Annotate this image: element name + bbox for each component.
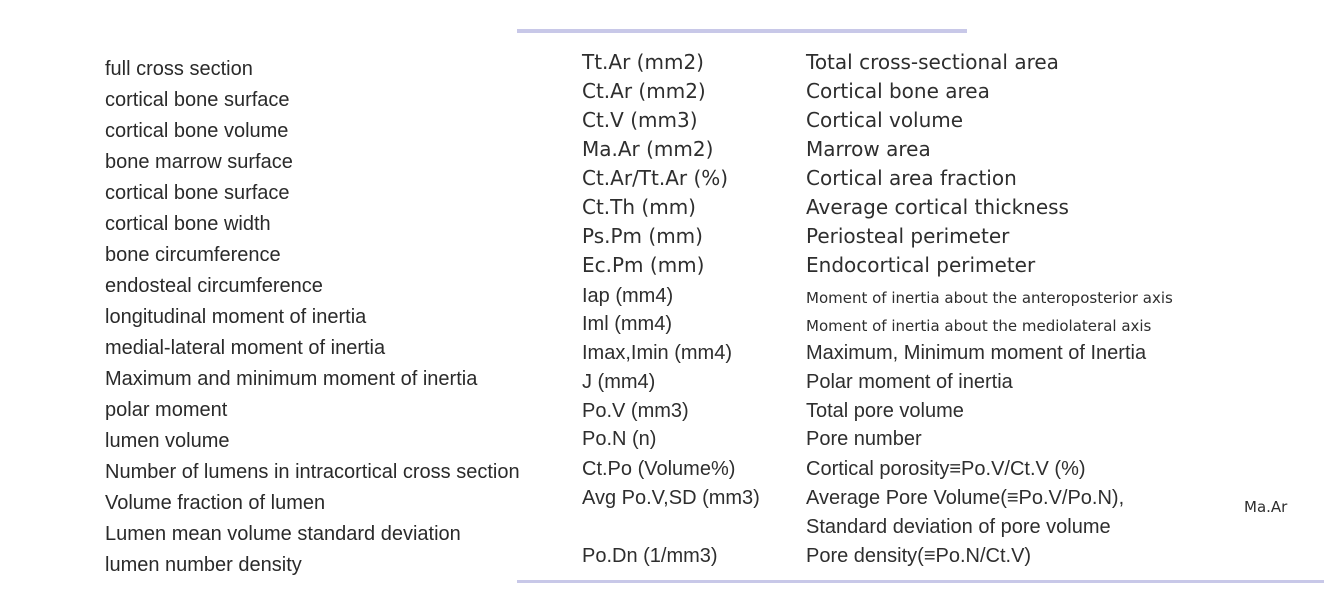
term-item: full cross section (105, 58, 253, 80)
term-item: polar moment (105, 399, 228, 421)
abbr-cell: Ma.Ar (mm2) (582, 137, 714, 161)
desc-cell: Marrow area (806, 137, 931, 161)
desc-cell: Standard deviation of pore volume (806, 516, 1111, 538)
bottom-rule (517, 580, 1324, 583)
desc-cell: Moment of inertia about the mediolateral… (806, 317, 1152, 335)
term-item: lumen number density (105, 554, 302, 576)
abbr-cell: Po.Dn (1/mm3) (582, 545, 718, 567)
term-item: bone circumference (105, 244, 281, 266)
top-rule (517, 29, 967, 33)
desc-cell: Cortical volume (806, 108, 964, 132)
desc-cell: Cortical porosity≡Po.V/Ct.V (%) (806, 458, 1086, 480)
abbr-cell: Ct.V (mm3) (582, 108, 698, 132)
desc-cell: Endocortical perimeter (806, 253, 1036, 277)
desc-cell: Moment of inertia about the anteroposter… (806, 289, 1173, 307)
term-item: cortical bone width (105, 213, 271, 235)
abbr-cell: Ct.Ar (mm2) (582, 79, 706, 103)
term-item: Number of lumens in intracortical cross … (105, 461, 520, 483)
abbr-cell: J (mm4) (582, 371, 656, 393)
term-item: endosteal circumference (105, 275, 323, 297)
desc-cell: Cortical bone area (806, 79, 990, 103)
term-item: cortical bone volume (105, 120, 289, 142)
term-item: bone marrow surface (105, 151, 293, 173)
abbr-cell: Imax,Imin (mm4) (582, 342, 732, 364)
term-item: lumen volume (105, 430, 230, 452)
desc-cell: Periosteal perimeter (806, 224, 1010, 248)
desc-cell: Polar moment of inertia (806, 371, 1013, 393)
abbr-cell: Ct.Po (Volume%) (582, 458, 736, 480)
abbr-cell: Tt.Ar (mm2) (582, 50, 704, 74)
term-item: Maximum and minimum moment of inertia (105, 368, 478, 390)
abbr-cell: Ps.Pm (mm) (582, 224, 703, 248)
desc-cell: Average Pore Volume(≡Po.V/Po.N), (806, 487, 1125, 509)
abbr-cell: Po.N (n) (582, 428, 657, 450)
term-item: cortical bone surface (105, 89, 290, 111)
abbr-cell: Ct.Th (mm) (582, 195, 696, 219)
term-item: Lumen mean volume standard deviation (105, 523, 461, 545)
abbr-cell: Ct.Ar/Tt.Ar (%) (582, 166, 729, 190)
desc-cell: Pore density(≡Po.N/Ct.V) (806, 545, 1032, 567)
term-item: cortical bone surface (105, 182, 290, 204)
term-item: longitudinal moment of inertia (105, 306, 367, 328)
desc-cell: Cortical area fraction (806, 166, 1017, 190)
desc-cell: Average cortical thickness (806, 195, 1069, 219)
term-item: medial-lateral moment of inertia (105, 337, 386, 359)
abbr-cell: Iap (mm4) (582, 285, 674, 307)
abbr-cell: Ec.Pm (mm) (582, 253, 705, 277)
abbr-cell: Po.V (mm3) (582, 400, 689, 422)
abbr-cell: Avg Po.V,SD (mm3) (582, 487, 760, 509)
desc-cell: Pore number (806, 428, 922, 450)
desc-cell: Total cross-sectional area (806, 50, 1059, 74)
desc-cell: Maximum, Minimum moment of Inertia (806, 342, 1147, 364)
term-list: full cross section cortical bone surface… (105, 54, 520, 581)
term-item: Volume fraction of lumen (105, 492, 326, 514)
side-label: Ma.Ar (1244, 498, 1288, 516)
desc-cell: Total pore volume (806, 400, 964, 422)
abbr-cell: Iml (mm4) (582, 313, 672, 335)
